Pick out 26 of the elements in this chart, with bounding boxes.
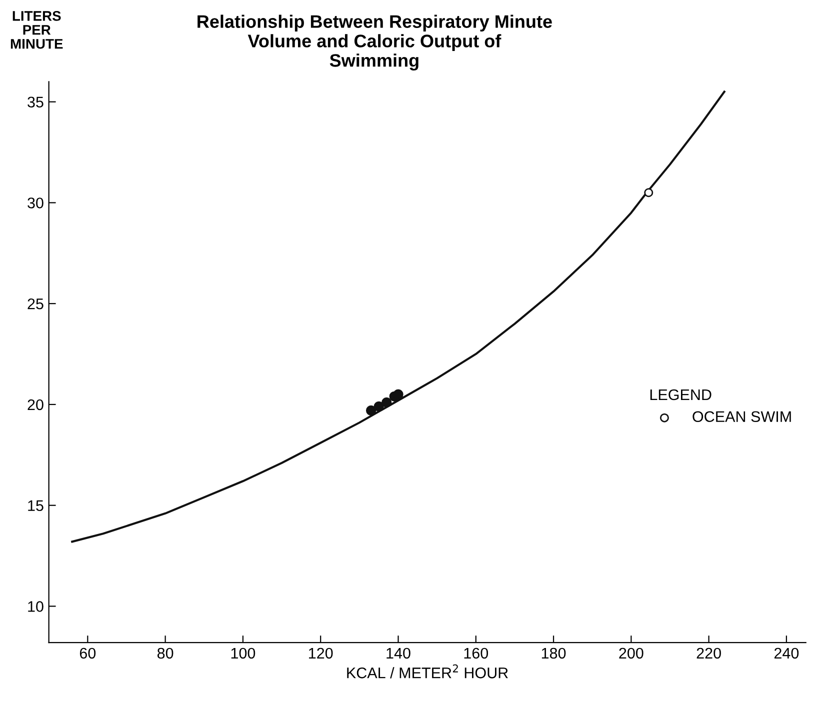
x-tick-label: 180	[542, 648, 566, 659]
y-tick-label: 15	[28, 500, 44, 512]
y-tick-label: 30	[28, 198, 44, 208]
x-tick-label: 100	[231, 648, 256, 659]
legend-label: OCEAN SWIM	[692, 411, 791, 422]
y-tick-label: 35	[28, 96, 44, 108]
point	[374, 401, 384, 412]
x-tick-label: 200	[619, 648, 644, 659]
x-tick-label: 60	[80, 648, 96, 659]
x-tick-label: 140	[386, 648, 410, 659]
point	[644, 188, 654, 198]
x-tick-label: 80	[157, 648, 174, 659]
legend-title: LEGEND	[650, 389, 712, 400]
x-tick-label: 220	[696, 648, 721, 659]
point	[366, 405, 376, 416]
point	[393, 389, 404, 400]
x-tick-label: 160	[464, 648, 488, 659]
y-tick-label: 10	[28, 601, 44, 612]
x-axis-title: KCAL / METER$^{2}$ HOUR	[347, 664, 508, 678]
chart-title: Relationship Between Respiratory Minute Volume and Caloric Output of Swimming	[198, 14, 552, 71]
y-tick-label: 25	[28, 298, 44, 310]
x-tick-label: 240	[774, 648, 799, 659]
y-axis-title: LITERS PER MINUTE	[10, 11, 63, 49]
y-tick-label: 20	[28, 399, 44, 410]
point	[382, 397, 392, 408]
x-tick-label: 120	[309, 648, 333, 659]
